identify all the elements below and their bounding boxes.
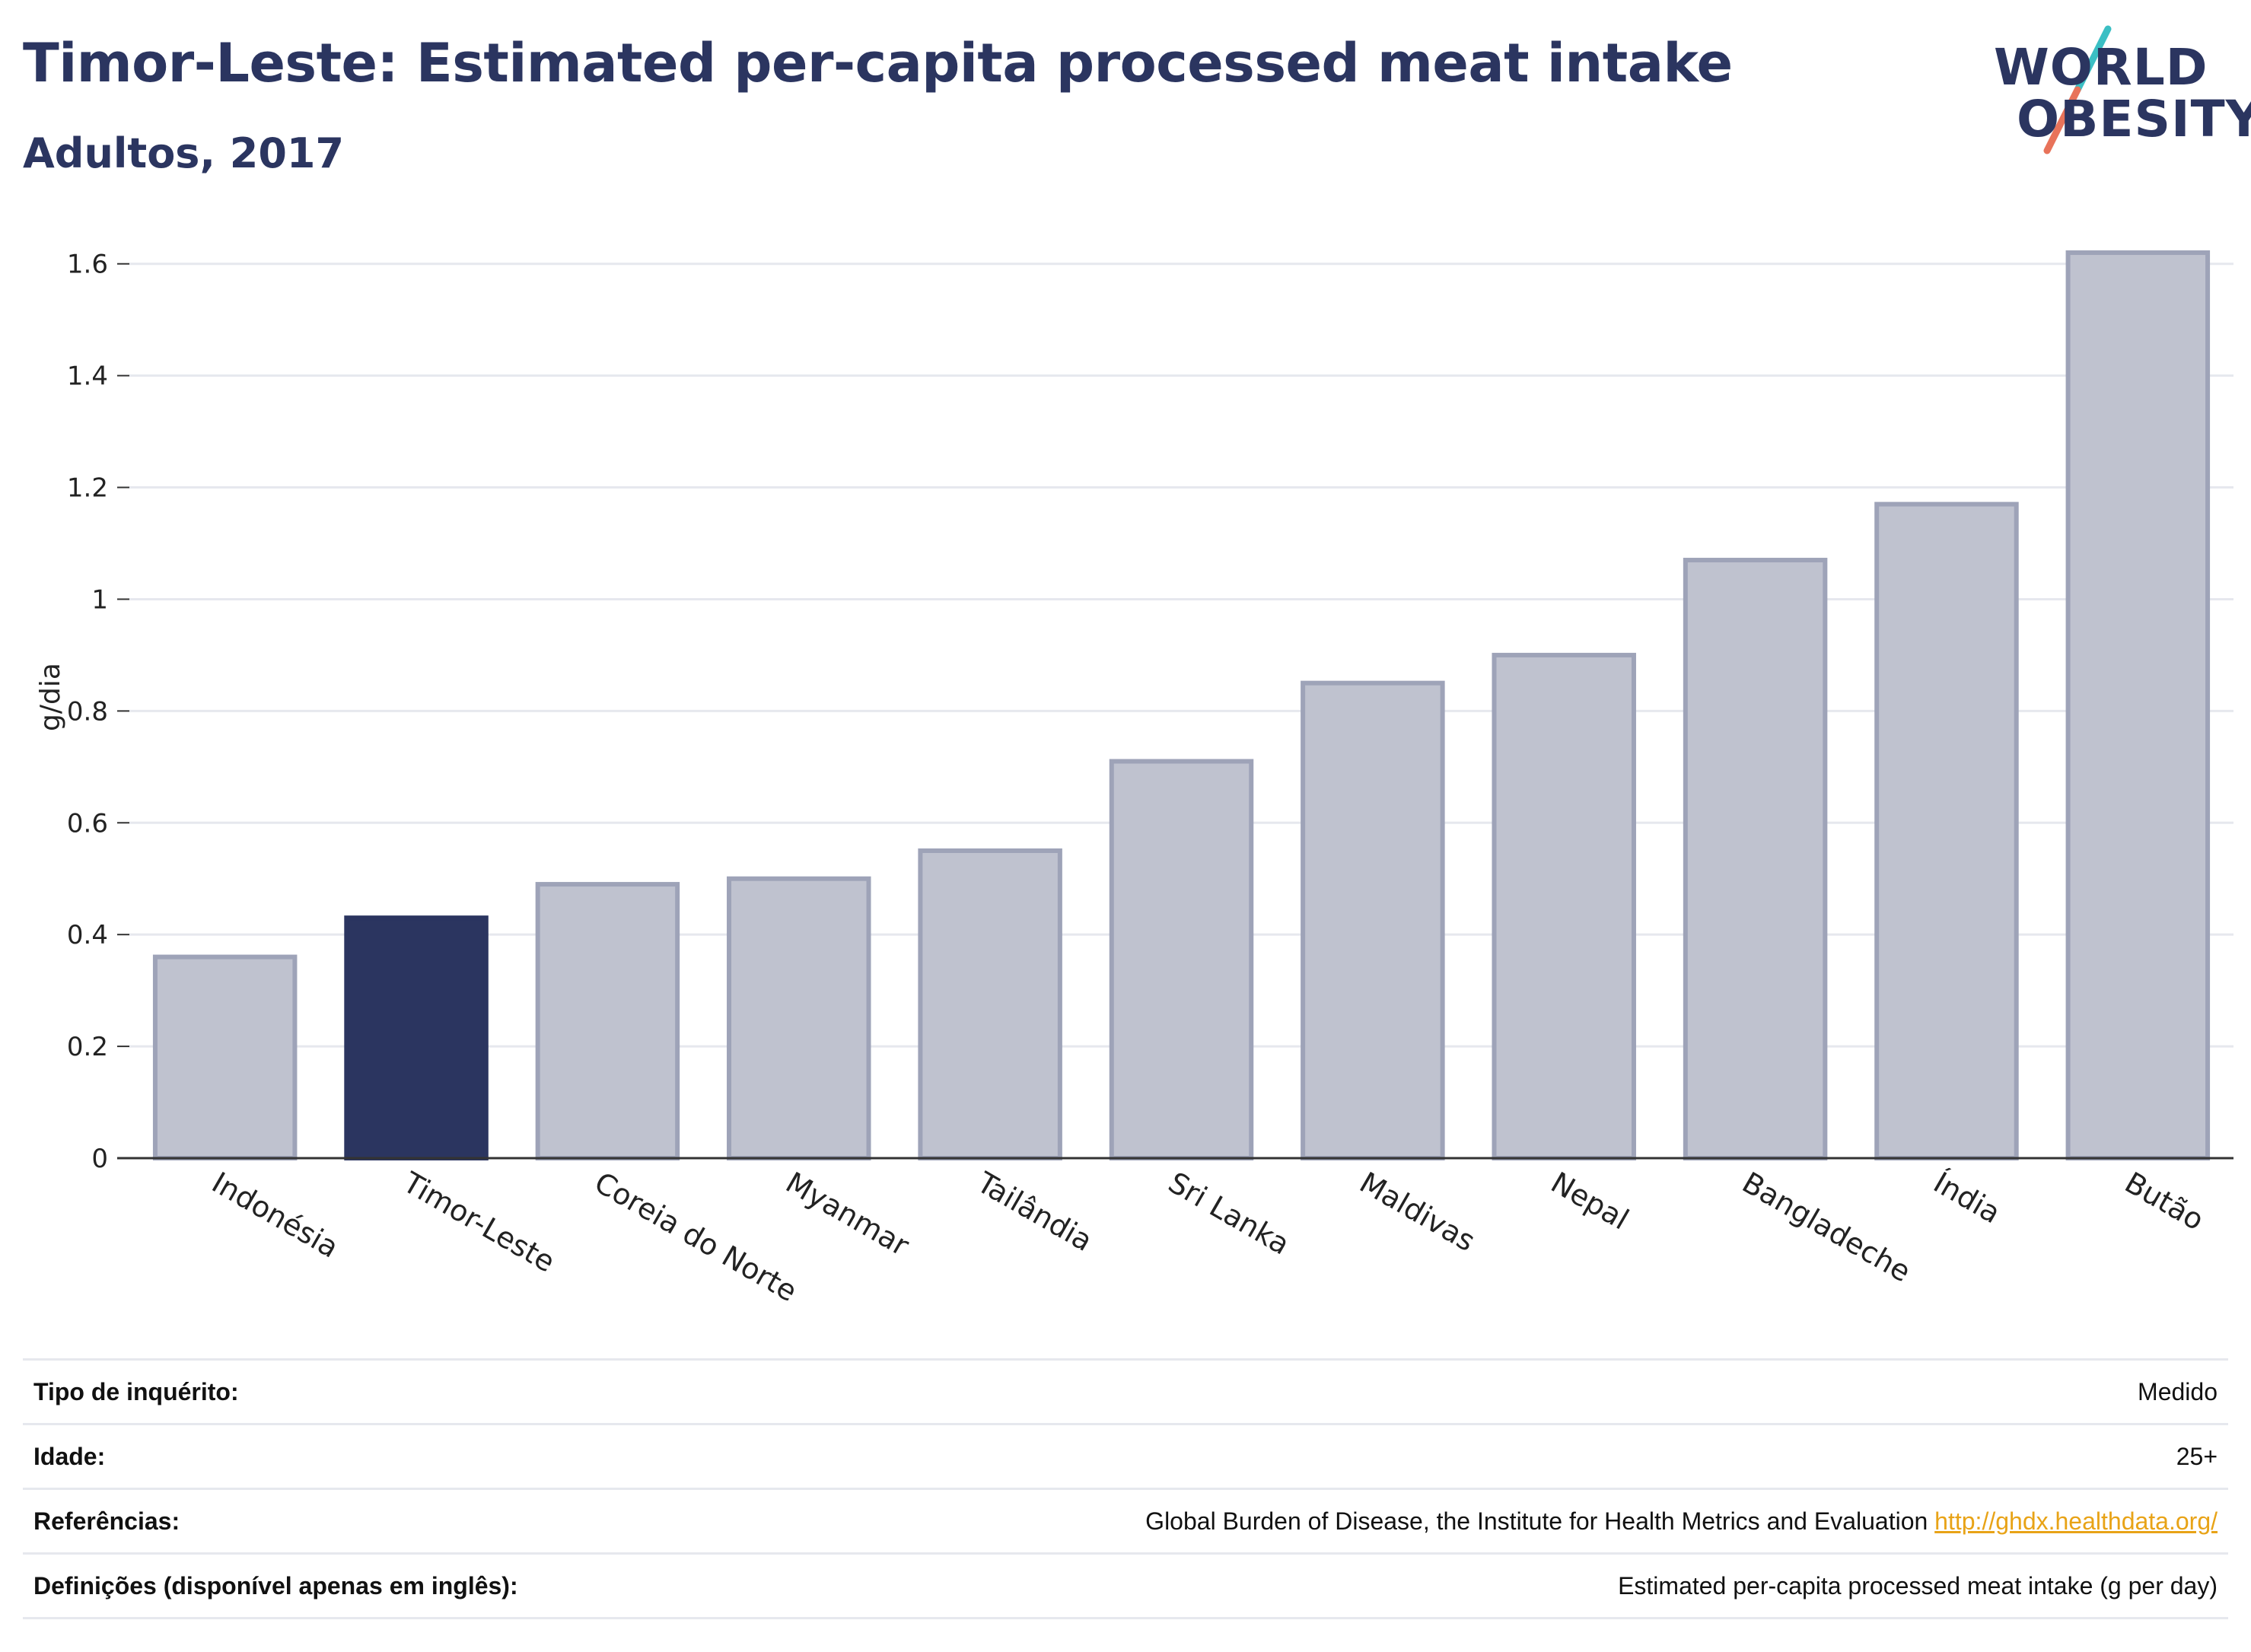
y-axis-label: g/dia <box>35 663 66 731</box>
x-tick-label: Tailândia <box>971 1165 1098 1258</box>
y-tick-label: 0.6 <box>67 808 108 839</box>
y-tick-label: 1.6 <box>67 250 108 280</box>
x-tick-label: Myanmar <box>780 1166 915 1263</box>
x-tick-label: Sri Lanka <box>1163 1166 1295 1262</box>
bar-timor-leste <box>344 915 489 1160</box>
metadata-table: Tipo de inquérito: Medido Idade: 25+ Ref… <box>23 1358 2228 1619</box>
y-tick-label: 0.4 <box>67 920 108 950</box>
table-row-survey-type: Tipo de inquérito: Medido <box>23 1358 2228 1423</box>
bar-tail-ndia <box>918 848 1062 1160</box>
logo-slash-icon <box>2043 25 2112 154</box>
x-tick-label: Timor-Leste <box>397 1165 561 1278</box>
row-label: Tipo de inquérito: <box>33 1377 239 1405</box>
x-tick-label: Coreia do Norte <box>589 1166 803 1309</box>
bar-maldivas <box>1301 680 1445 1160</box>
reference-link[interactable]: http://ghdx.healthdata.org/ <box>1934 1507 2218 1535</box>
y-tick-label: 0.2 <box>67 1032 108 1062</box>
row-value: Estimated per-capita processed meat inta… <box>1618 1571 2218 1599</box>
reference-text: Global Burden of Disease, the Institute … <box>1145 1507 1928 1535</box>
x-tick-label: Maldivas <box>1354 1166 1481 1259</box>
bar--ndia <box>1874 501 2019 1160</box>
page-title: Timor-Leste: Estimated per-capita proces… <box>23 32 1733 94</box>
y-tick-label: 1.4 <box>67 361 108 392</box>
bar-indon-sia <box>152 954 298 1161</box>
y-tick-label: 1.2 <box>67 473 108 504</box>
world-obesity-logo: WORLD OBESITY <box>1986 23 2251 160</box>
row-label: Referências: <box>33 1507 180 1535</box>
table-row-definitions: Definições (disponível apenas em inglês)… <box>23 1552 2228 1619</box>
row-value: Medido <box>2138 1377 2218 1405</box>
bar-coreia-do-norte <box>535 882 680 1161</box>
table-row-age: Idade: 25+ <box>23 1423 2228 1488</box>
bar-myanmar <box>727 876 871 1161</box>
y-tick-label: 1 <box>91 584 108 615</box>
x-tick-label: Bangladeche <box>1737 1166 1916 1289</box>
bar-bangladeche <box>1683 558 1828 1160</box>
y-tick-label: 0 <box>91 1144 108 1174</box>
page-subtitle: Adultos, 2017 <box>23 129 345 177</box>
row-label: Definições (disponível apenas em inglês)… <box>33 1571 518 1599</box>
table-row-references: Referências: Global Burden of Disease, t… <box>23 1488 2228 1552</box>
row-value: 25+ <box>2176 1442 2218 1470</box>
logo-word-obesity: OBESITY <box>2017 90 2251 148</box>
row-label: Idade: <box>33 1442 106 1470</box>
bar-sri-lanka <box>1109 759 1254 1160</box>
x-tick-label: Indonésia <box>206 1166 344 1265</box>
bar-but-o <box>2065 250 2211 1160</box>
bar-nepal <box>1492 652 1636 1160</box>
bar-chart: 0 0.2 0.4 0.6 0.8 1 1.2 1.4 1.6 g/dia Indonésia Tim… <box>35 250 2233 1309</box>
y-tick-label: 0.8 <box>67 696 108 727</box>
x-tick-label: Nepal <box>1546 1166 1635 1237</box>
row-value: Global Burden of Disease, the Institute … <box>1145 1507 2218 1536</box>
x-tick-label: Índia <box>1928 1166 2006 1230</box>
x-tick-label: Butão <box>2119 1166 2210 1237</box>
logo-word-world: WORLD <box>1994 38 2208 97</box>
